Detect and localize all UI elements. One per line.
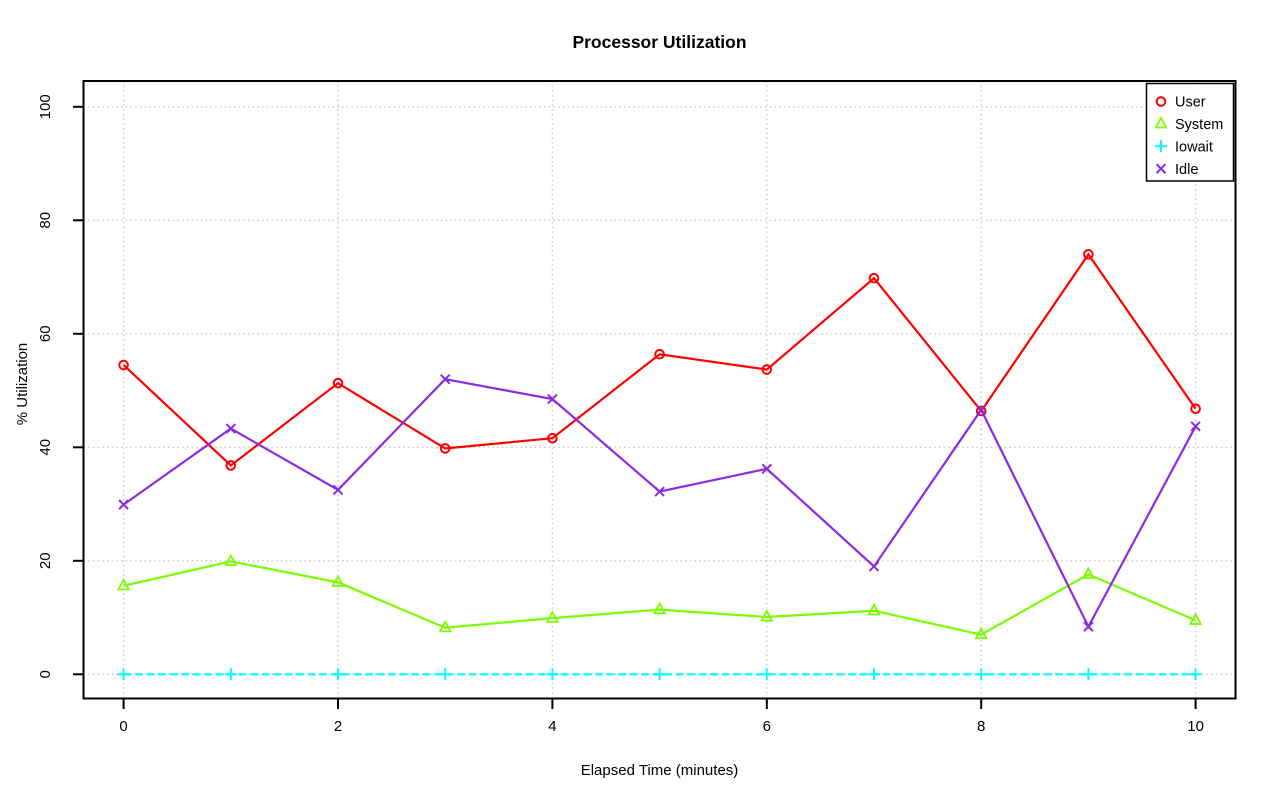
series-iowait — [117, 668, 1202, 681]
triangle-marker — [331, 574, 345, 587]
circle-marker — [654, 348, 665, 360]
triangle-marker — [1188, 612, 1203, 625]
x-tick-label: 4 — [548, 718, 556, 735]
x-marker — [1155, 163, 1167, 174]
plus-marker — [868, 668, 880, 681]
x-tick-label: 2 — [334, 718, 342, 735]
x-tick-label: 8 — [977, 718, 985, 735]
gridlines — [83, 81, 1236, 699]
x-tick-label: 0 — [119, 718, 127, 735]
chart-title: Processor Utilization — [572, 32, 746, 52]
x-marker — [439, 373, 451, 385]
legend: User System Iowait Idle — [1145, 82, 1235, 182]
y-tick-label: 20 — [37, 552, 54, 569]
x-marker — [868, 561, 880, 572]
triangle-marker — [438, 619, 452, 633]
triangle-marker — [116, 577, 131, 591]
legend-box — [1145, 82, 1235, 182]
circle-marker — [1083, 249, 1094, 260]
x-tick-label: 6 — [763, 718, 771, 735]
circle-marker — [332, 377, 344, 389]
series-system — [116, 553, 1203, 640]
circle-marker — [439, 443, 451, 454]
plus-marker — [1189, 668, 1202, 681]
circle-marker — [1155, 96, 1167, 107]
x-axis-label: Elapsed Time (minutes) — [581, 762, 739, 779]
x-marker — [654, 486, 665, 497]
series-idle — [118, 373, 1201, 632]
x-marker — [1083, 621, 1094, 632]
y-axis-label: % Utilization — [14, 343, 31, 426]
x-tick-label: 10 — [1187, 718, 1204, 735]
circle-marker — [868, 272, 880, 284]
triangle-marker — [974, 626, 988, 640]
y-tick-label: 80 — [37, 212, 54, 229]
circle-marker — [547, 432, 558, 444]
plus-marker — [332, 668, 344, 681]
y-tick-label: 0 — [37, 670, 54, 678]
plus-marker — [546, 668, 559, 681]
triangle-marker — [224, 553, 238, 566]
triangle-marker — [545, 610, 560, 623]
x-marker — [118, 499, 129, 510]
series-user — [118, 249, 1201, 471]
plus-marker — [117, 668, 130, 681]
legend-label-idle: Idle — [1175, 162, 1198, 178]
x-marker — [1190, 421, 1201, 432]
x-marker — [975, 404, 987, 416]
series-system-line — [123, 560, 1197, 636]
legend-label-user: User — [1175, 95, 1206, 111]
plus-marker — [760, 668, 773, 681]
circle-marker — [225, 460, 237, 471]
x-marker — [225, 423, 237, 434]
legend-label-iowait: Iowait — [1175, 139, 1213, 155]
y-tick-label: 40 — [37, 439, 54, 456]
triangle-marker — [1154, 116, 1168, 129]
triangle-marker — [760, 609, 774, 622]
plus-marker — [1082, 668, 1095, 681]
triangle-marker — [1081, 566, 1096, 579]
y-tick-label: 60 — [37, 325, 54, 342]
plus-marker — [975, 668, 988, 681]
y-tick-label: 100 — [37, 94, 54, 119]
x-marker — [332, 484, 344, 496]
triangle-marker — [867, 602, 881, 616]
plus-marker — [1155, 140, 1167, 153]
legend-label-system: System — [1175, 117, 1223, 133]
circle-marker — [975, 405, 987, 417]
circle-marker — [1190, 403, 1201, 415]
x-marker — [761, 463, 773, 475]
plus-marker — [439, 668, 452, 681]
circle-marker — [761, 364, 773, 375]
series-idle-line — [122, 378, 1197, 630]
plus-marker — [224, 668, 237, 681]
triangle-marker — [652, 601, 667, 615]
x-marker — [547, 393, 558, 405]
circle-marker — [118, 359, 129, 371]
plot-frame — [82, 80, 1237, 700]
series-user-line — [122, 252, 1197, 467]
plus-marker — [653, 668, 666, 681]
